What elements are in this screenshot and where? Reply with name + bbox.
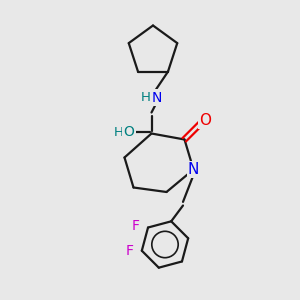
- Text: F: F: [131, 219, 140, 233]
- Text: O: O: [124, 125, 134, 139]
- Text: O: O: [200, 112, 211, 128]
- Text: N: N: [152, 91, 162, 104]
- Text: H: H: [141, 91, 150, 104]
- Text: F: F: [125, 244, 133, 258]
- Text: N: N: [188, 162, 199, 177]
- Text: H: H: [114, 125, 123, 139]
